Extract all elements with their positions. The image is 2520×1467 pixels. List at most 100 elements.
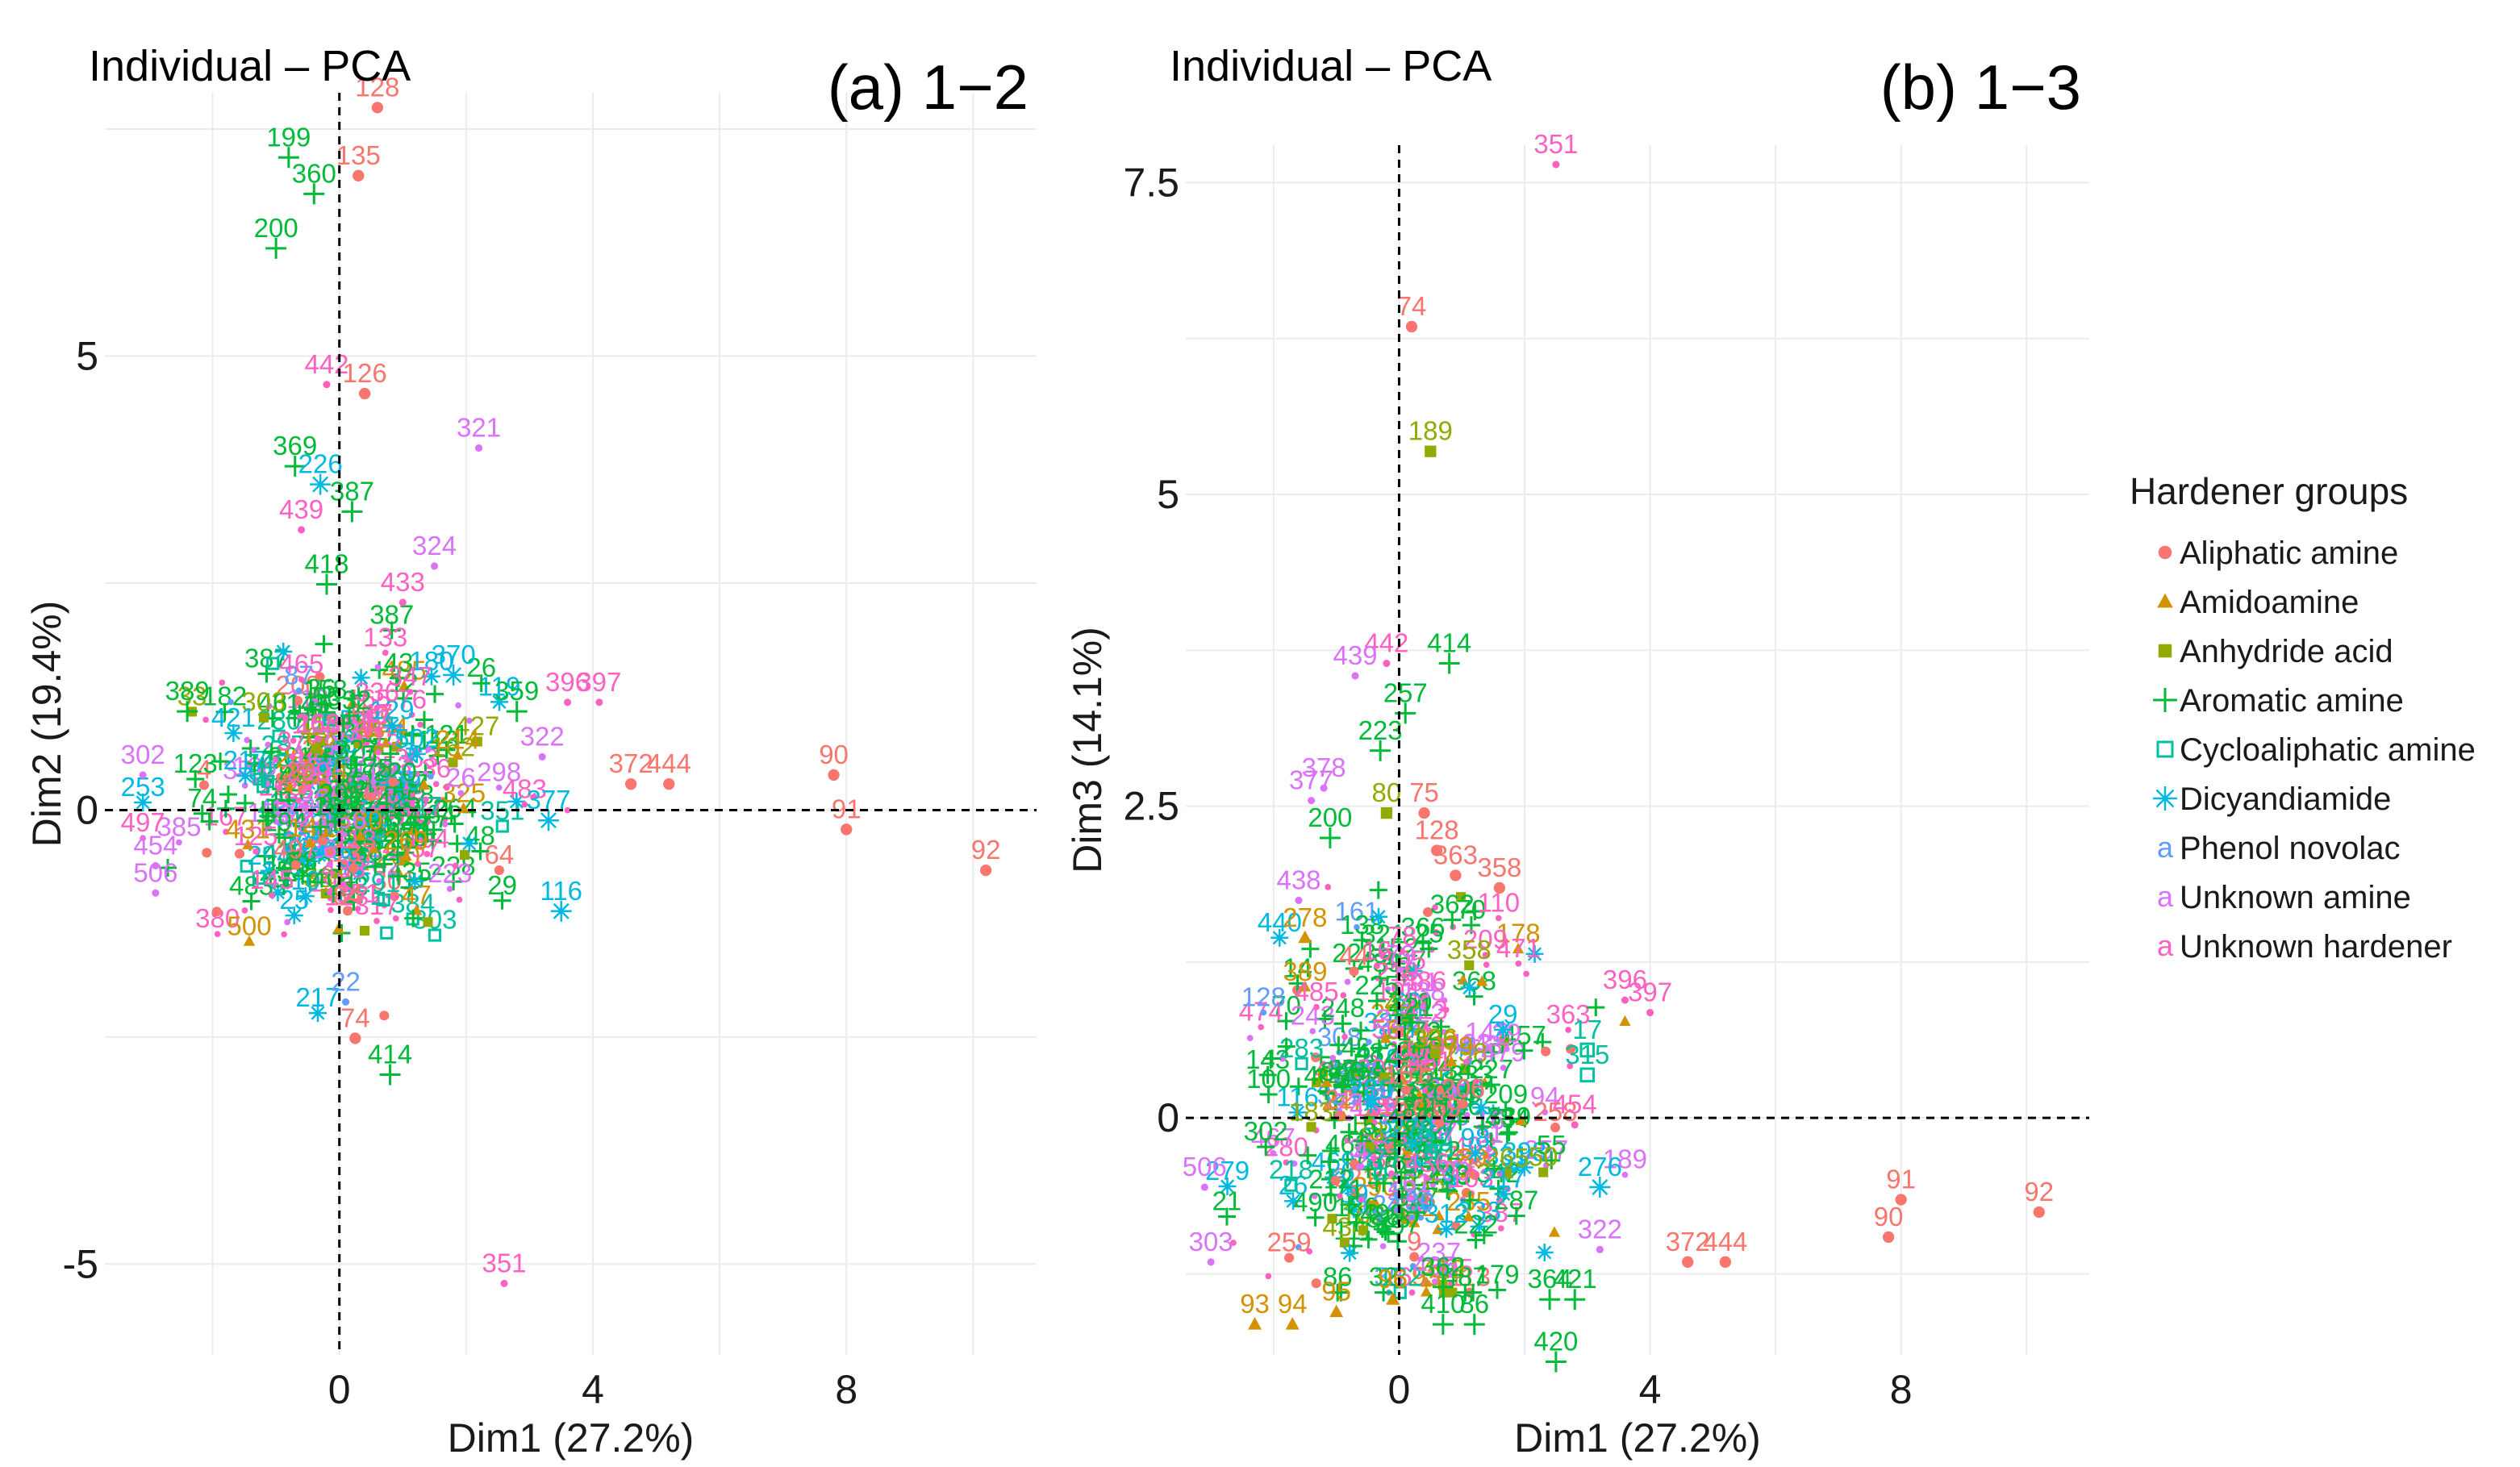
point-marker-panel-b-cloud	[1341, 1033, 1348, 1040]
legend-item-cycloaliphatic: Cycloaliphatic amine	[2156, 732, 2476, 768]
point-marker-panel-a-cloud	[285, 830, 292, 837]
point-marker-panel-a-cloud	[382, 621, 401, 640]
panel-b-point-276: 276	[1578, 1152, 1622, 1198]
panel-a-point-label-126: 126	[343, 358, 387, 388]
legend-key-unknown_amine: a	[2157, 880, 2174, 913]
panel-b-point-label-92: 92	[2024, 1177, 2054, 1207]
panel-b-point-label-378: 378	[1302, 752, 1346, 782]
panel-b-point-362: 362	[1421, 1252, 1465, 1298]
point-marker-panel-a-cloud	[380, 926, 394, 940]
panel-b-cloud-label: 44	[1339, 940, 1369, 970]
point-marker-panel-b-cloud	[1311, 1052, 1321, 1063]
panel-a-cloud-label: 36	[307, 673, 336, 703]
point-marker-panel-b-444	[1719, 1256, 1732, 1268]
panel-a-cloud-label: 145	[249, 865, 294, 894]
point-marker-panel-b-cloud	[1364, 1142, 1375, 1152]
point-marker-panel-a-cloud	[390, 777, 409, 795]
point-marker-panel-a-302	[139, 771, 147, 779]
panel-b-point-label-351: 351	[1533, 129, 1578, 159]
point-marker-panel-b-cloud	[1371, 1156, 1377, 1162]
point-marker-panel-b-cloud	[1337, 1193, 1343, 1199]
point-marker-panel-b-cloud	[1379, 1072, 1390, 1082]
point-marker-panel-a-cloud	[311, 818, 330, 836]
point-marker-panel-a-cloud	[215, 702, 234, 721]
point-marker-panel-b-cloud	[1407, 1052, 1425, 1070]
point-marker-panel-b-351	[1552, 160, 1560, 169]
point-marker-panel-b-cloud	[1421, 1044, 1439, 1062]
panel-a-x-axis-title: Dim1 (27.2%)	[448, 1415, 695, 1461]
panel-b-point-label-74: 74	[1397, 291, 1427, 321]
point-marker-panel-a-cloud	[376, 877, 382, 885]
point-marker-panel-a-cloud	[471, 842, 490, 861]
panel-b-cloud-label: 440	[1258, 907, 1302, 937]
panel-b-cloud-label: 113	[1448, 1262, 1491, 1292]
panel-a-cloud-label: 223	[428, 858, 472, 888]
panel-a-point-label-444: 444	[647, 748, 691, 778]
point-marker-panel-a-cloud	[344, 796, 352, 803]
point-marker-panel-b-cloud	[1373, 1220, 1391, 1238]
point-marker-panel-b-cloud	[1424, 1088, 1442, 1107]
point-marker-panel-a-cloud	[407, 689, 414, 695]
point-marker-panel-a-cloud	[373, 704, 381, 711]
point-marker-panel-a-cloud	[265, 741, 272, 748]
point-marker-panel-b-cloud	[1473, 1078, 1479, 1085]
point-marker-panel-b-cloud	[1306, 1122, 1316, 1132]
point-marker-panel-b-cloud	[1484, 1104, 1503, 1123]
panel-a-cloud-label: 264	[432, 793, 477, 823]
point-marker-panel-a-cloud	[460, 834, 478, 852]
point-marker-panel-a-372	[624, 778, 637, 790]
panel-b-cloud-label: 471	[1496, 933, 1541, 963]
point-marker-panel-a-cloud	[452, 862, 459, 869]
panel-b-point-444: 444	[1703, 1227, 1747, 1268]
point-marker-panel-b-315	[1579, 1067, 1596, 1083]
panel-b-cloud-label: 499	[1360, 1198, 1404, 1228]
point-marker-panel-a-387	[341, 501, 363, 523]
point-marker-panel-a-cloud	[294, 866, 312, 885]
point-marker-panel-a-cloud	[493, 891, 511, 910]
panel-b-cloud-label: 363	[1546, 999, 1591, 1029]
panel-b-cloud-label: 336	[1413, 1023, 1458, 1052]
point-marker-panel-b-cloud	[1270, 928, 1289, 947]
point-marker-panel-a-cloud	[242, 892, 261, 911]
legend-item-anhydride: Anhydride acid	[2158, 634, 2393, 669]
point-marker-panel-a-cloud	[284, 781, 296, 792]
point-marker-panel-a-cloud	[253, 756, 272, 775]
panel-a-cloud-label: 320	[280, 799, 324, 829]
panel-a-point-360: 360	[292, 158, 336, 205]
point-marker-panel-b-396	[1621, 996, 1629, 1004]
panel-a-point-label-90: 90	[819, 740, 849, 769]
panel-b-cloud-label: 339	[1487, 1102, 1531, 1132]
point-marker-panel-a-397	[595, 698, 603, 706]
point-marker-panel-a-cloud	[365, 791, 376, 802]
point-marker-panel-a-cloud	[290, 737, 297, 744]
panel-a-point-label-22: 22	[331, 966, 361, 996]
point-marker-panel-b-cloud	[1429, 1157, 1448, 1175]
point-marker-panel-b-cloud	[1408, 1203, 1426, 1222]
point-marker-panel-a-cloud	[211, 752, 230, 771]
panel-b-point-80: 80	[1372, 777, 1401, 819]
panel-b-cloud-label: 479	[1481, 1037, 1525, 1067]
panel-b-point-label-396: 396	[1603, 965, 1647, 994]
point-marker-panel-b-cloud	[1462, 916, 1480, 935]
legend-item-amidoamine: Amidoamine	[2157, 585, 2359, 620]
point-marker-panel-b-cloud	[1375, 1283, 1393, 1302]
point-marker-panel-b-cloud	[1260, 1009, 1267, 1016]
point-marker-panel-b-cloud	[1452, 1039, 1471, 1057]
panel-b-point-label-377: 377	[1289, 765, 1333, 795]
panel-b-point-label-362: 362	[1421, 1252, 1465, 1282]
point-marker-panel-b-cloud	[1413, 1088, 1425, 1100]
point-marker-panel-b-cloud	[1456, 1283, 1475, 1302]
point-marker-panel-a-cloud	[302, 802, 309, 808]
point-marker-panel-a-cloud	[193, 804, 211, 823]
panel-a-cloud-label: 269	[384, 826, 428, 856]
panel-b-cloud-label: 225	[1354, 970, 1399, 1000]
point-marker-panel-a-cloud	[234, 848, 245, 859]
point-marker-panel-b-cloud	[1295, 1056, 1308, 1070]
panel-b-cloud-label: 490	[1293, 1187, 1337, 1217]
point-marker-panel-b-363	[1450, 869, 1462, 881]
point-marker-panel-a-cloud	[390, 787, 408, 806]
panel-b-cloud-label: 259	[1267, 1227, 1312, 1257]
panel-b-cloud-label: 100	[1246, 1064, 1291, 1094]
point-marker-panel-b-cloud	[1299, 981, 1312, 992]
point-marker-panel-b-cloud	[1442, 1006, 1450, 1014]
